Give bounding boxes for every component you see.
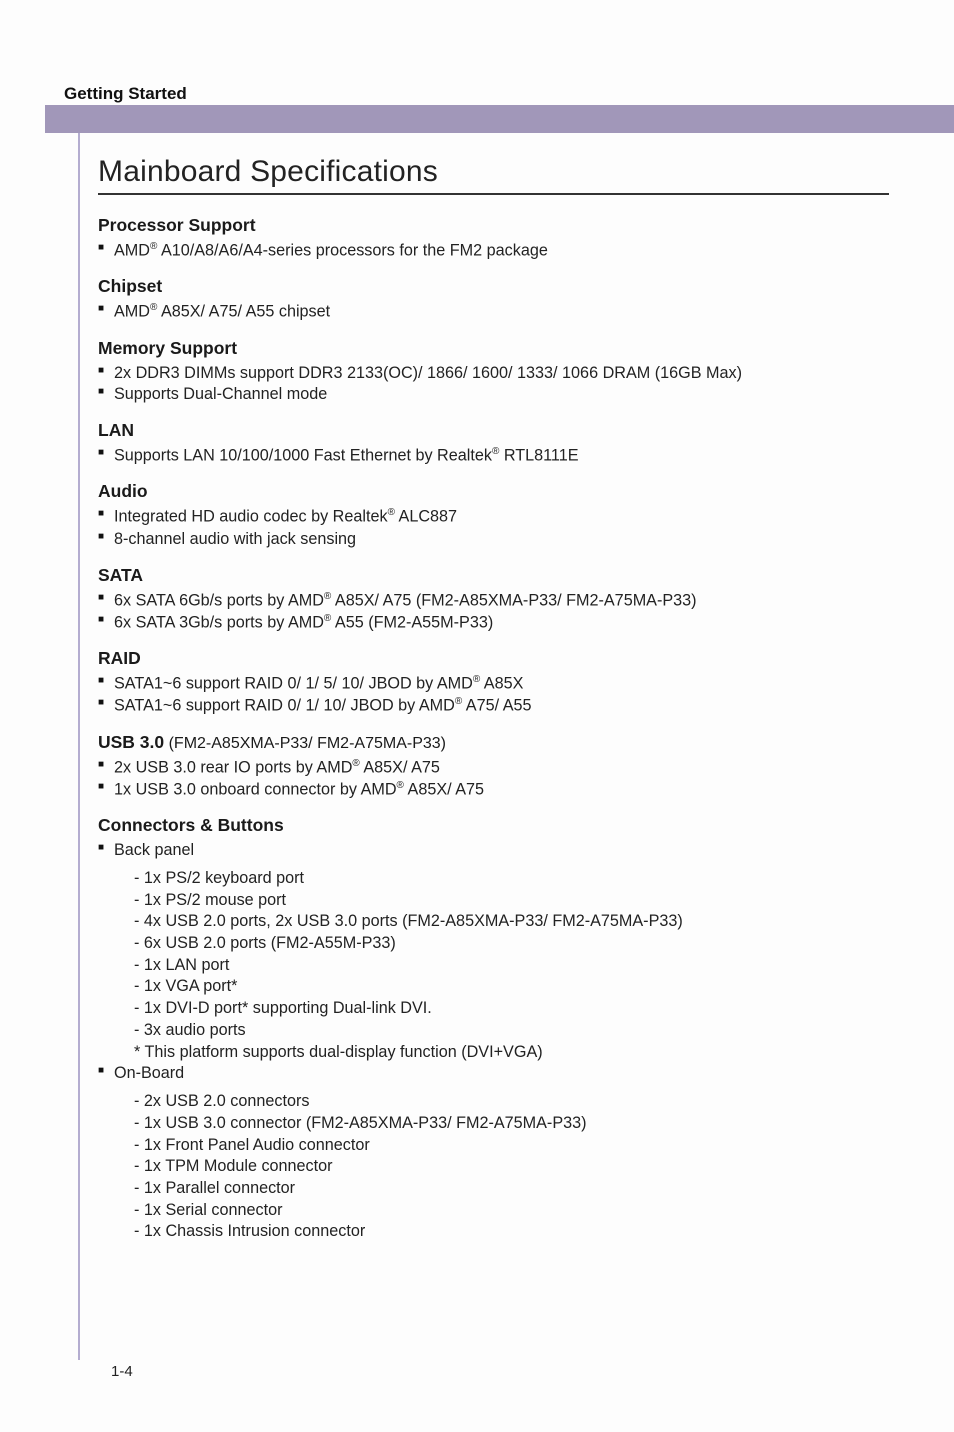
spec-item: 8-channel audio with jack sensing	[98, 529, 889, 551]
heading-usb30-suffix: (FM2-A85XMA-P33/ FM2-A75MA-P33)	[164, 735, 446, 752]
title-rule	[98, 193, 889, 195]
spec-item: 2x USB 3.0 rear IO ports by AMD® A85X/ A…	[98, 757, 889, 779]
spec-item: AMD® A85X/ A75/ A55 chipset	[98, 301, 889, 323]
sub-item: 6x USB 2.0 ports (FM2-A55M-P33)	[134, 933, 889, 955]
list-raid: SATA1~6 support RAID 0/ 1/ 5/ 10/ JBOD b…	[98, 673, 889, 718]
heading-raid: RAID	[98, 648, 889, 669]
breadcrumb: Getting Started	[64, 84, 187, 104]
page-number: 1-4	[111, 1363, 133, 1380]
heading-processor: Processor Support	[98, 215, 889, 236]
sub-item: 1x USB 3.0 connector (FM2-A85XMA-P33/ FM…	[134, 1113, 889, 1135]
spec-item: AMD® A10/A8/A6/A4-series processors for …	[98, 240, 889, 262]
list-sata: 6x SATA 6Gb/s ports by AMD® A85X/ A75 (F…	[98, 590, 889, 635]
sub-item: 1x Front Panel Audio connector	[134, 1135, 889, 1157]
heading-memory: Memory Support	[98, 338, 889, 359]
list-connectors: Back panel	[98, 840, 889, 862]
sub-item: 1x Serial connector	[134, 1200, 889, 1222]
list-lan: Supports LAN 10/100/1000 Fast Ethernet b…	[98, 445, 889, 467]
spec-item: Integrated HD audio codec by Realtek® AL…	[98, 506, 889, 528]
spec-item: 6x SATA 6Gb/s ports by AMD® A85X/ A75 (F…	[98, 590, 889, 612]
spec-item: SATA1~6 support RAID 0/ 1/ 10/ JBOD by A…	[98, 695, 889, 717]
spec-item-back-panel: Back panel	[98, 840, 889, 862]
list-connectors-onboard: On-Board	[98, 1063, 889, 1085]
sub-item: 1x LAN port	[134, 955, 889, 977]
sub-item-note: This platform supports dual-display func…	[134, 1042, 889, 1064]
spec-item: Supports Dual-Channel mode	[98, 384, 889, 406]
spec-item: 2x DDR3 DIMMs support DDR3 2133(OC)/ 186…	[98, 363, 889, 385]
sublist-on-board: 2x USB 2.0 connectors 1x USB 3.0 connect…	[98, 1091, 889, 1243]
sub-item: 1x TPM Module connector	[134, 1156, 889, 1178]
sub-item: 4x USB 2.0 ports, 2x USB 3.0 ports (FM2-…	[134, 911, 889, 933]
heading-usb30: USB 3.0 (FM2-A85XMA-P33/ FM2-A75MA-P33)	[98, 732, 889, 753]
sub-item: 1x PS/2 mouse port	[134, 890, 889, 912]
spec-item: SATA1~6 support RAID 0/ 1/ 5/ 10/ JBOD b…	[98, 673, 889, 695]
sub-item: 1x PS/2 keyboard port	[134, 868, 889, 890]
heading-chipset: Chipset	[98, 276, 889, 297]
heading-usb30-label: USB 3.0	[98, 732, 164, 752]
sub-item: 1x Parallel connector	[134, 1178, 889, 1200]
vertical-rule	[78, 133, 80, 1360]
list-audio: Integrated HD audio codec by Realtek® AL…	[98, 506, 889, 550]
spec-item: 6x SATA 3Gb/s ports by AMD® A55 (FM2-A55…	[98, 612, 889, 634]
sub-item: 1x VGA port*	[134, 976, 889, 998]
header-bar	[45, 105, 954, 133]
heading-lan: LAN	[98, 420, 889, 441]
sub-item: 1x Chassis Intrusion connector	[134, 1221, 889, 1243]
sub-item: 2x USB 2.0 connectors	[134, 1091, 889, 1113]
list-chipset: AMD® A85X/ A75/ A55 chipset	[98, 301, 889, 323]
spec-item-on-board: On-Board	[98, 1063, 889, 1085]
spec-item: 1x USB 3.0 onboard connector by AMD® A85…	[98, 779, 889, 801]
heading-sata: SATA	[98, 565, 889, 586]
heading-audio: Audio	[98, 481, 889, 502]
spec-item: Supports LAN 10/100/1000 Fast Ethernet b…	[98, 445, 889, 467]
page-title: Mainboard Specifications	[98, 155, 889, 189]
heading-connectors: Connectors & Buttons	[98, 815, 889, 836]
content-area: Mainboard Specifications Processor Suppo…	[98, 155, 889, 1243]
list-processor: AMD® A10/A8/A6/A4-series processors for …	[98, 240, 889, 262]
sub-item: 1x DVI-D port* supporting Dual-link DVI.	[134, 998, 889, 1020]
list-usb30: 2x USB 3.0 rear IO ports by AMD® A85X/ A…	[98, 757, 889, 802]
sublist-back-panel: 1x PS/2 keyboard port 1x PS/2 mouse port…	[98, 868, 889, 1063]
list-memory: 2x DDR3 DIMMs support DDR3 2133(OC)/ 186…	[98, 363, 889, 407]
sub-item: 3x audio ports	[134, 1020, 889, 1042]
